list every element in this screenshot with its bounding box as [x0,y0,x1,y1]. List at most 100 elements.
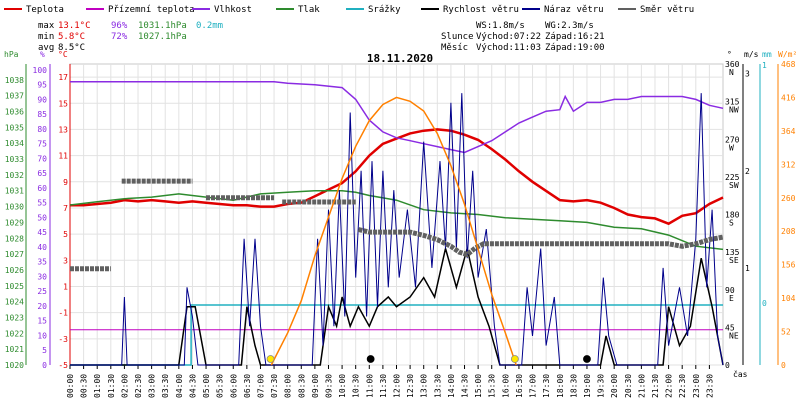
legend-label: Vlhkost [214,5,252,15]
direction-tick-label: 225 [725,173,740,182]
temperature-tick-label: 1 [63,282,68,291]
stats-min-press: 1027.1hPa [138,32,187,42]
pressure-tick-label: 1021 [5,345,24,354]
direction-name-label: W [729,143,734,152]
unit-ms: m/s [744,50,759,59]
time-tick-label: 17:30 [542,374,551,398]
time-tick-label: 21:30 [651,374,660,398]
time-tick-label: 02:00 [120,374,129,398]
direction-name-label: NE [729,331,739,340]
temperature-tick-label: 3 [63,256,68,265]
temperature-tick-label: -3 [58,335,68,344]
pressure-tick-label: 1025 [5,282,24,291]
stats-min-hum: 72% [111,32,128,42]
stats-min-temp: 5.8°C [58,32,85,42]
pressure-tick-label: 1028 [5,234,24,243]
rain-tick-label: 1 [762,61,767,70]
temperature-tick-label: 13 [58,125,68,134]
pressure-tick-label: 1024 [5,298,24,307]
temperature-tick-label: 17 [58,73,68,82]
temperature-tick-label: 15 [58,99,68,108]
info-moon-rise: Východ:11:03 [476,43,541,53]
time-tick-label: 01:00 [93,374,102,398]
time-tick-label: 03:30 [161,374,170,398]
time-tick-label: 11:30 [379,374,388,398]
time-tick-label: 12:00 [393,374,402,398]
series-layer [69,80,724,366]
unit-hpa: hPa [4,50,19,59]
humidity-tick-label: 20 [37,302,47,311]
humidity-tick-label: 45 [37,228,47,237]
stats-max-label: max [38,21,55,31]
pressure-tick-label: 1023 [5,313,24,322]
moonset-marker [583,355,591,363]
solar-tick-label: 208 [781,227,796,236]
pressure-tick-label: 1038 [5,76,24,85]
time-tick-label: 18:30 [569,374,578,398]
stats-max-rain: 0.2mm [196,21,223,31]
info-sun-label: Slunce [441,32,474,42]
humidity-tick-label: 75 [37,140,47,149]
humidity-tick-label: 10 [37,331,47,340]
legend-label: Náraz větru [544,5,604,15]
right-axes: 360N315NW270W225SW180S135SE90E45NE032110… [725,60,796,370]
series-line-vlhkost [70,80,724,154]
info-wg: WG:2.3m/s [545,21,594,31]
chart-date: 18.11.2020 [367,52,433,65]
time-tick-label: 06:30 [243,374,252,398]
time-tick-label: 10:00 [338,374,347,398]
solar-tick-label: 156 [781,261,796,270]
humidity-tick-label: 70 [37,154,47,163]
direction-tick-label: 90 [725,286,735,295]
info-sun-rise: Východ:07:22 [476,32,541,42]
legend-label: Tlak [298,5,320,15]
time-tick-label: 15:30 [488,374,497,398]
stats-block: max 13.1°C 96% 1031.1hPa 0.2mm min 5.8°C… [38,21,223,53]
unit-degc: °C [58,50,68,59]
solar-tick-label: 260 [781,194,796,203]
legend-label: Rychlost větru [443,5,519,15]
unit-mm: mm [762,50,772,59]
time-tick-label: 22:30 [678,374,687,398]
time-tick-label: 18:00 [556,374,565,398]
time-tick-label: 13:00 [420,374,429,398]
time-tick-label: 13:30 [433,374,442,398]
legend-label: Srážky [368,5,401,15]
time-tick-label: 07:00 [256,374,265,398]
solar-tick-label: 468 [781,60,796,69]
legend-label: Teplota [26,5,64,15]
pressure-tick-label: 1030 [5,203,24,212]
stats-avg-temp: 8.5°C [58,43,85,53]
series-line-tlak [69,189,724,251]
time-tick-label: 15:00 [474,374,483,398]
time-tick-label: 02:30 [134,374,143,398]
pressure-tick-label: 1035 [5,123,24,132]
stats-max-hum: 96% [111,21,128,31]
direction-name-label: NW [729,106,739,115]
time-tick-label: 04:00 [175,374,184,398]
stats-max-temp: 13.1°C [58,21,91,31]
rain-tick-label: 0 [762,299,767,308]
pressure-tick-label: 1031 [5,187,24,196]
time-tick-label: 04:30 [188,374,197,398]
humidity-tick-label: 0 [42,361,47,370]
unit-cas: čas [733,369,748,379]
direction-name-label: S [729,219,734,228]
series-line-směr-větru [70,178,724,272]
time-tick-label: 01:30 [107,374,116,398]
legend-label: Přízemní teplota [108,5,195,15]
time-axis: 00:00 00:30 01:00 01:30 02:00 02:30 03:00 03:30… [66,365,714,398]
time-tick-label: 17:00 [529,374,538,398]
humidity-tick-label: 30 [37,272,47,281]
solar-tick-label: 364 [781,127,796,136]
temperature-tick-label: 9 [63,178,68,187]
direction-tick-label: 135 [725,248,740,257]
series-line-sluneční-záření [270,96,517,366]
info-block: WS:1.8m/s WG:2.3m/s Slunce Východ:07:22 … [441,21,605,53]
temperature-tick-label: -5 [58,361,68,370]
direction-name-label: E [729,294,734,303]
pressure-tick-label: 1029 [5,218,24,227]
time-tick-label: 16:30 [515,374,524,398]
direction-tick-label: 45 [725,323,735,332]
left-axes: 1038103710361035103410331032103110301029… [5,64,71,370]
